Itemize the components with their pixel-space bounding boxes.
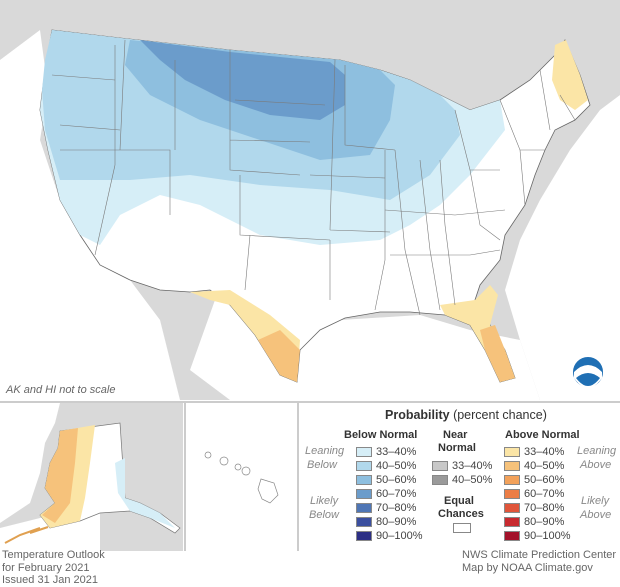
below-normal-swatch [356, 502, 372, 513]
near-normal-heading-1: Near [443, 429, 468, 441]
near-normal-heading-2: Normal [438, 442, 476, 454]
above-normal-row: 60–70% [504, 487, 564, 500]
atlantic-ocean [505, 95, 620, 400]
below-normal-swatch [356, 446, 372, 457]
leaning-below-label-1: Leaning [305, 445, 345, 457]
footer-left: Temperature Outlook for February 2021 Is… [2, 549, 105, 587]
above-normal-heading: Above Normal [505, 429, 580, 441]
below-60-70-zone [140, 40, 345, 120]
equal-chances-label-1: Equal [444, 495, 474, 507]
footer-credit-cpc: NWS Climate Prediction Center [462, 549, 617, 561]
near-normal-row: 40–50% [432, 473, 492, 486]
footer-period: for February 2021 [2, 561, 90, 574]
equal-chances-swatch [453, 523, 471, 533]
likely-below-label-2: Below [309, 509, 339, 521]
below-normal-swatch [356, 516, 372, 527]
inset-divider-top [0, 401, 620, 403]
below-normal-label: 70–80% [376, 501, 417, 514]
equal-chances-label-2: Chances [438, 508, 484, 520]
above-normal-row: 40–50% [504, 459, 564, 472]
leaning-below-label-2: Below [307, 459, 337, 471]
conus-map [0, 0, 620, 400]
above-normal-swatch [504, 474, 520, 485]
below-normal-swatch [356, 460, 372, 471]
above-normal-label: 80–90% [524, 515, 565, 528]
below-normal-row: 60–70% [356, 487, 416, 500]
below-normal-row: 50–60% [356, 473, 416, 486]
above-40-50-zone [258, 325, 515, 382]
hawaii-inset-map [186, 403, 296, 551]
footer-issued: Issued 31 Jan 2021 [2, 574, 99, 586]
footer-title: Temperature Outlook [2, 549, 105, 561]
inset-divider-1 [184, 401, 186, 551]
alaska-inset-map [0, 403, 183, 551]
above-normal-row: 50–60% [504, 473, 564, 486]
above-normal-label: 70–80% [524, 501, 565, 514]
below-normal-row: 80–90% [356, 515, 416, 528]
legend: Probability (percent chance) Below Norma… [300, 403, 620, 551]
below-normal-swatch [356, 530, 372, 541]
below-normal-row: 90–100% [356, 529, 423, 542]
alaska-above-40-50 [42, 428, 78, 523]
near-normal-row: 33–40% [432, 459, 492, 472]
below-normal-label: 40–50% [376, 459, 417, 472]
near-normal-swatch [432, 474, 448, 485]
near-normal-label: 33–40% [452, 459, 493, 472]
near-normal-label: 40–50% [452, 473, 493, 486]
above-normal-label: 33–40% [524, 445, 565, 458]
leaning-above-label-1: Leaning [577, 445, 617, 457]
below-normal-label: 90–100% [376, 529, 423, 542]
below-normal-swatch [356, 488, 372, 499]
below-normal-row: 33–40% [356, 445, 416, 458]
below-normal-row: 40–50% [356, 459, 416, 472]
below-normal-swatch [356, 474, 372, 485]
above-normal-label: 60–70% [524, 487, 565, 500]
legend-title: Probability (percent chance) [385, 408, 547, 422]
footer-right: NWS Climate Prediction Center Map by NOA… [462, 549, 616, 574]
above-normal-label: 50–60% [524, 473, 565, 486]
above-normal-swatch [504, 446, 520, 457]
below-normal-label: 80–90% [376, 515, 417, 528]
below-normal-label: 33–40% [376, 445, 417, 458]
above-normal-swatch [504, 530, 520, 541]
below-normal-label: 50–60% [376, 473, 417, 486]
above-normal-label: 90–100% [524, 529, 571, 542]
above-normal-swatch [504, 488, 520, 499]
above-33-40-northeast [552, 40, 588, 110]
above-normal-label: 40–50% [524, 459, 565, 472]
scale-note: AK and HI not to scale [6, 384, 116, 396]
pacific-ocean [0, 30, 180, 400]
above-normal-swatch [504, 502, 520, 513]
likely-above-label-1: Likely [581, 495, 610, 507]
likely-below-label-1: Likely [310, 495, 339, 507]
above-normal-row: 90–100% [504, 529, 571, 542]
below-normal-row: 70–80% [356, 501, 416, 514]
likely-above-label-2: Above [580, 509, 612, 521]
above-normal-row: 80–90% [504, 515, 564, 528]
noaa-logo [571, 355, 605, 389]
footer-credit-map: Map by NOAA Climate.gov [462, 561, 593, 574]
hawaii-islands [204, 451, 279, 504]
above-normal-swatch [504, 516, 520, 527]
alaska-below-33-40 [115, 458, 175, 528]
above-normal-row: 33–40% [504, 445, 564, 458]
above-normal-swatch [504, 460, 520, 471]
below-normal-label: 60–70% [376, 487, 417, 500]
below-normal-heading: Below Normal [344, 429, 418, 441]
state-boundaries [51, 39, 576, 316]
aleutian-islands [4, 526, 49, 544]
leaning-above-label-2: Above [580, 459, 612, 471]
near-normal-swatch [432, 460, 448, 471]
above-normal-row: 70–80% [504, 501, 564, 514]
inset-divider-2 [297, 401, 299, 551]
